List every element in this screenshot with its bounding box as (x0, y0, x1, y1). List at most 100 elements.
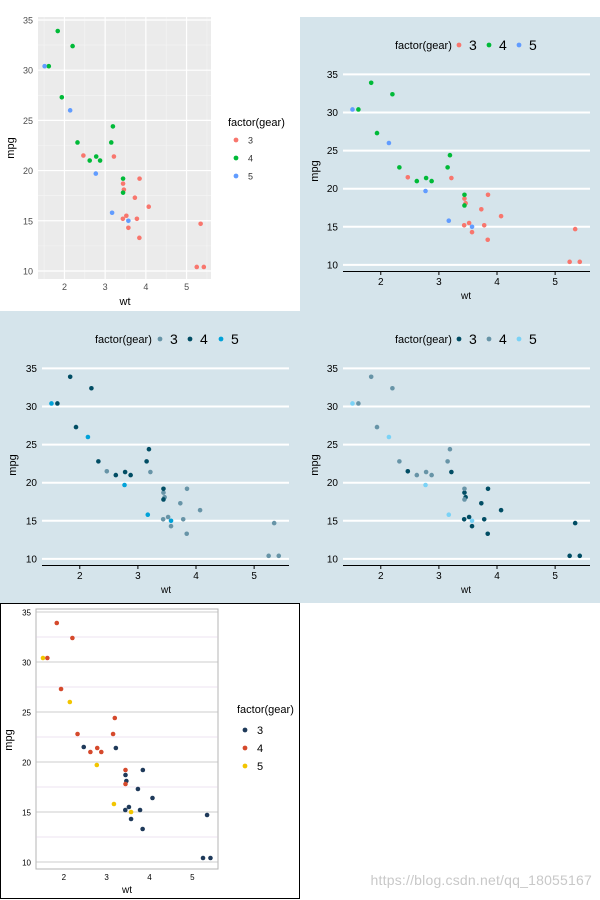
data-point-gear-4 (423, 469, 429, 475)
data-point-gear-4 (374, 130, 380, 136)
x-tick-label: 2 (77, 571, 83, 582)
data-point-gear-4 (99, 749, 104, 755)
data-point-gear-5 (469, 518, 475, 524)
data-point-gear-3 (577, 259, 583, 265)
chart-1-panel (38, 17, 211, 279)
data-point-gear-3 (577, 553, 583, 559)
data-point-gear-4 (112, 715, 118, 721)
data-point-gear-4 (146, 446, 152, 452)
chart-5-y-ticks: 10 15 20 25 30 35 (22, 609, 31, 868)
x-tick-label: 5 (184, 282, 189, 292)
data-point-gear-3 (132, 195, 138, 200)
data-point-gear-3 (111, 154, 117, 159)
data-point-gear-4 (110, 731, 116, 737)
data-point-gear-4 (113, 472, 119, 478)
data-point-gear-4 (55, 401, 60, 406)
data-point-gear-4 (447, 446, 453, 452)
x-tick-label: 4 (494, 571, 500, 582)
x-tick-label: 4 (147, 873, 152, 882)
data-point-gear-4 (88, 749, 93, 755)
chart-5-x-label: wt (121, 885, 132, 896)
chart-4-y-label: mpg (309, 454, 321, 475)
chart-3-legend-key-3 (157, 336, 163, 342)
data-point-gear-5 (446, 218, 452, 224)
data-point-gear-3 (461, 222, 467, 228)
data-point-gear-3 (197, 507, 203, 513)
x-tick-label: 4 (193, 571, 199, 582)
chart-4-legend-title: factor(gear) (395, 334, 452, 346)
data-point-gear-4 (161, 497, 166, 502)
data-point-gear-3 (165, 514, 171, 520)
x-tick-label: 3 (135, 571, 141, 582)
data-point-gear-3 (140, 767, 146, 773)
x-tick-label: 5 (251, 571, 257, 582)
data-point-gear-3 (81, 153, 86, 158)
data-point-gear-4 (447, 152, 453, 158)
chart-3-legend-title: factor(gear) (95, 334, 152, 346)
chart-2-legend-label-4: 4 (499, 37, 507, 53)
data-point-gear-3 (485, 192, 491, 198)
data-point-gear-3 (466, 514, 472, 520)
chart-2-grid (343, 73, 590, 275)
y-tick-label: 20 (26, 478, 38, 489)
data-point-gear-4 (414, 472, 420, 478)
data-point-gear-4 (94, 745, 100, 751)
data-point-gear-4 (144, 459, 149, 464)
y-tick-label: 20 (23, 166, 33, 176)
data-point-gear-3 (137, 807, 143, 813)
chart-5-grid (36, 611, 218, 863)
data-point-gear-5 (94, 762, 100, 768)
x-tick-label: 5 (552, 277, 558, 288)
data-point-gear-5 (126, 218, 131, 224)
data-point-gear-5 (67, 108, 73, 113)
data-point-gear-4 (368, 80, 374, 86)
chart-3-x-ticks: 2 3 4 5 (77, 571, 257, 582)
chart-2-x-ticks: 2 3 4 5 (378, 277, 558, 288)
chart-3-legend-key-5 (218, 336, 224, 342)
chart-1-grid (38, 17, 211, 279)
chart-4-points (350, 374, 583, 559)
chart-5-legend: factor(gear) 3 4 5 (237, 704, 294, 773)
chart-5-panel (35, 608, 219, 870)
data-point-gear-3 (120, 216, 126, 222)
chart-1-legend-title: factor(gear) (228, 117, 285, 129)
chart-4-legend-key-3 (456, 336, 462, 342)
y-tick-label: 30 (22, 659, 31, 668)
x-tick-label: 5 (552, 571, 558, 582)
data-point-gear-3 (180, 516, 186, 522)
chart-4-x-ticks: 2 3 4 5 (378, 571, 558, 582)
data-point-gear-3 (449, 469, 454, 475)
data-point-gear-4 (462, 486, 467, 492)
data-point-gear-5 (93, 171, 99, 176)
data-point-gear-4 (96, 459, 101, 464)
data-point-gear-3 (104, 468, 110, 474)
data-point-gear-3 (161, 490, 166, 495)
data-point-gear-5 (423, 482, 428, 488)
data-point-gear-4 (59, 95, 65, 100)
chart-5-points (40, 620, 213, 861)
data-point-gear-4 (429, 472, 434, 478)
data-point-gear-4 (161, 486, 166, 492)
data-point-gear-3 (449, 175, 454, 181)
data-point-gear-3 (137, 235, 142, 241)
data-point-gear-3 (146, 204, 152, 210)
data-point-gear-3 (271, 520, 277, 526)
data-point-gear-5 (386, 434, 392, 440)
data-point-gear-3 (485, 486, 491, 492)
data-point-gear-5 (469, 224, 475, 230)
data-point-gear-4 (97, 158, 103, 163)
chart-1-legend-label-4: 4 (248, 154, 253, 164)
y-tick-label: 30 (26, 402, 38, 413)
data-point-gear-3 (479, 206, 484, 212)
data-point-gear-3 (485, 237, 491, 243)
data-point-gear-3 (194, 264, 200, 270)
x-tick-label: 4 (143, 282, 148, 292)
data-point-gear-3 (485, 531, 491, 537)
data-point-gear-3 (469, 229, 475, 235)
y-tick-label: 35 (327, 364, 339, 375)
data-point-gear-3 (148, 469, 153, 475)
data-point-gear-4 (423, 175, 429, 181)
chart-5-legend-label-3: 3 (257, 725, 263, 737)
data-point-gear-4 (46, 63, 52, 69)
